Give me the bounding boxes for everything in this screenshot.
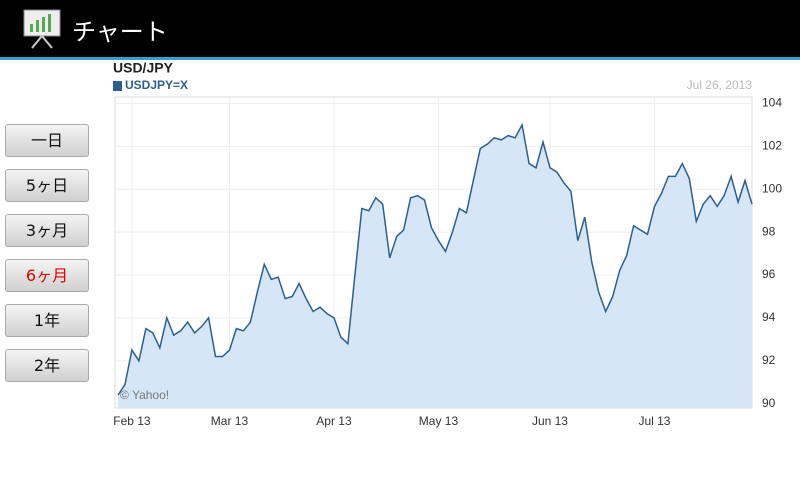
legend-label: USDJPY=X: [125, 78, 188, 92]
legend-swatch: [113, 81, 122, 91]
y-tick-label: 100: [762, 181, 782, 195]
y-tick-label: 104: [762, 96, 782, 110]
y-tick-label: 96: [762, 267, 776, 281]
y-tick-label: 92: [762, 353, 776, 367]
range-button[interactable]: 1年: [5, 304, 89, 337]
credit: © Yahoo!: [120, 388, 169, 402]
line: [117, 122, 753, 396]
range-button[interactable]: 2年: [5, 349, 89, 382]
x-tick-label: May 13: [419, 414, 459, 428]
range-button[interactable]: 5ヶ日: [5, 169, 89, 202]
x-tick-label: Apr 13: [316, 414, 352, 428]
y-tick-label: 102: [762, 139, 782, 153]
range-button[interactable]: 3ヶ月: [5, 214, 89, 247]
app-icon: [23, 9, 61, 49]
area: [118, 124, 752, 409]
y-tick-label: 94: [762, 310, 776, 324]
x-tick-label: Jun 13: [532, 414, 568, 428]
x-tick-label: Jul 13: [638, 414, 670, 428]
app-bar: チャート: [0, 0, 800, 60]
y-tick-label: 98: [762, 224, 776, 238]
chart-date: Jul 26, 2013: [687, 78, 753, 92]
range-button[interactable]: 6ヶ月: [5, 259, 89, 292]
app-title: チャート: [72, 18, 168, 46]
y-tick-label: 90: [762, 396, 776, 410]
x-tick-label: Feb 13: [113, 414, 151, 428]
chart-title: USD/JPY: [113, 60, 174, 76]
x-tick-label: Mar 13: [211, 414, 249, 428]
range-button[interactable]: 一日: [5, 124, 89, 157]
